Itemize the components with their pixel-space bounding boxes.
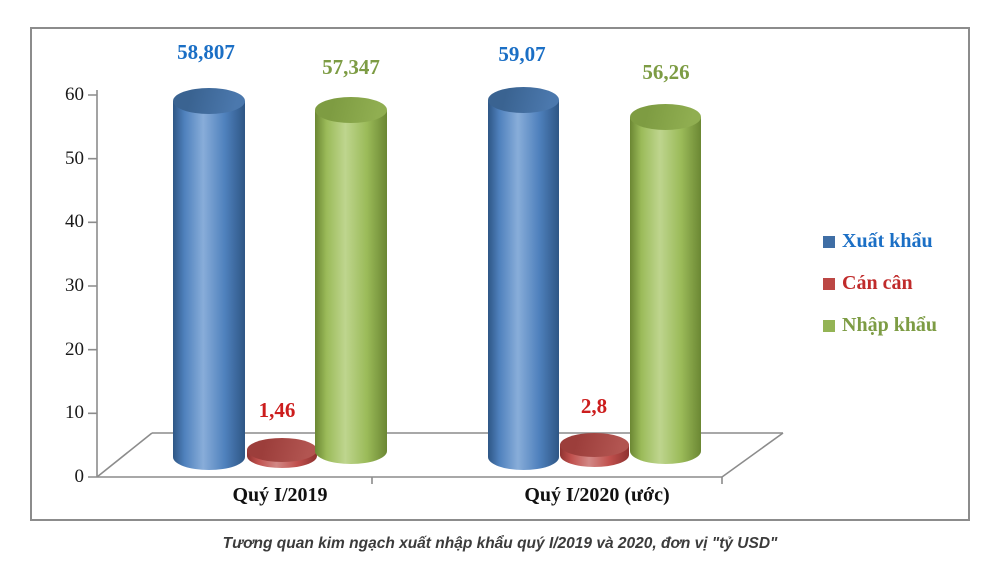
y-tick-label-10: 10 <box>65 402 84 424</box>
legend-label: Xuất khẩu <box>842 230 933 252</box>
bar-can-can-2020 <box>560 433 629 467</box>
bar-body <box>488 100 559 470</box>
legend-swatch-blue-icon <box>823 235 835 248</box>
x-category-label-2019: Quý I/2019 <box>232 484 328 506</box>
bar-can-can-2019 <box>247 438 317 468</box>
y-tick-label-30: 30 <box>65 275 84 296</box>
bar-top-cap <box>247 438 317 462</box>
legend-item-can-can: Cán cân <box>823 272 937 295</box>
bar-top-cap <box>173 88 245 114</box>
legend: Xuất khẩu Cán cân Nhập khẩu <box>823 230 937 356</box>
y-tick-label-0: 0 <box>74 466 85 487</box>
bar-nhap-khau-2020 <box>630 104 701 464</box>
value-label-can-can-2020: 2,8 <box>580 394 608 418</box>
bar-nhap-khau-2019 <box>315 97 387 464</box>
bar-top-cap <box>630 104 701 130</box>
legend-swatch-green-icon <box>823 319 835 332</box>
bar-top-cap <box>488 87 559 113</box>
legend-label: Nhập khẩu <box>842 314 938 336</box>
chart-caption: Tương quan kim ngạch xuất nhập khẩu quý … <box>222 535 778 552</box>
bar-xuat-khau-2019 <box>173 88 245 470</box>
value-label-nhap-khau-2019: 57,347 <box>322 55 380 79</box>
y-tick-label-50: 50 <box>65 147 84 169</box>
x-category-label-2020: Quý I/2020 (ước) <box>524 484 670 506</box>
bar-body <box>173 101 245 470</box>
value-label-xuat-khau-2020: 59,07 <box>498 42 546 66</box>
y-tick-label-40: 40 <box>65 211 84 233</box>
value-label-nhap-khau-2020: 56,26 <box>642 60 690 84</box>
legend-item-xuat-khau: Xuất khẩu <box>823 230 937 253</box>
bar-body <box>315 110 387 464</box>
bar-xuat-khau-2020 <box>488 87 559 470</box>
y-tick-label-20: 20 <box>65 338 84 360</box>
legend-item-nhap-khau: Nhập khẩu <box>823 314 937 337</box>
value-label-xuat-khau-2019: 58,807 <box>177 40 235 64</box>
bar-body <box>630 117 701 464</box>
bar-top-cap <box>560 433 629 457</box>
bar-top-cap <box>315 97 387 123</box>
value-label-can-can-2019: 1,46 <box>258 398 296 422</box>
legend-swatch-red-icon <box>823 277 835 290</box>
legend-label: Cán cân <box>842 272 913 294</box>
y-tick-label-60: 60 <box>65 84 84 105</box>
